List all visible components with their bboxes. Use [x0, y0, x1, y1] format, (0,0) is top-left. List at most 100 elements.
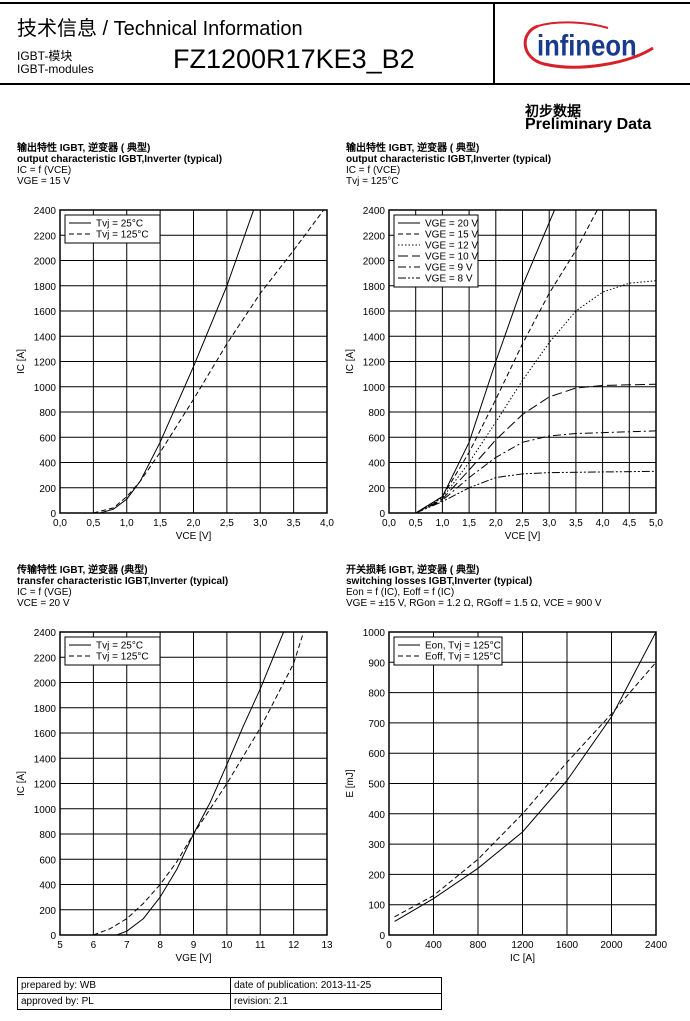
y-tick-label: 1200 [363, 358, 386, 369]
legend-label: VGE = 20 V [425, 219, 478, 230]
y-tick-label: 1400 [34, 332, 57, 343]
part-number: FZ1200R17KE3_B2 [173, 44, 415, 74]
x-tick-label: 0,5 [86, 518, 100, 529]
y-tick-label: 2400 [34, 628, 57, 639]
chart-title-cn: 输出特性 IGBT, 逆变器 ( 典型) [346, 143, 480, 154]
x-tick-label: 1200 [511, 940, 534, 951]
series-line [99, 210, 255, 513]
x-tick-label: 800 [470, 940, 487, 951]
y-tick-label: 400 [368, 810, 385, 821]
preliminary-cn: 初步数据 [525, 103, 581, 119]
x-tick-label: 7 [124, 940, 130, 951]
y-tick-label: 300 [368, 840, 385, 851]
y-tick-label: 2000 [34, 679, 57, 690]
plot-frame [59, 209, 328, 514]
infineon-logo: infineon [518, 18, 658, 70]
y-tick-label: 1600 [34, 729, 57, 740]
y-axis-label: IC [A] [345, 349, 356, 374]
footer-table: prepared by: WB date of publication: 201… [17, 977, 442, 1010]
x-tick-label: 1,5 [153, 518, 167, 529]
chart-title-cn: 开关损耗 IGBT, 逆变器 ( 典型) [346, 565, 480, 576]
y-tick-label: 2200 [363, 231, 386, 242]
series-line [93, 632, 305, 935]
y-tick-label: 600 [368, 749, 385, 760]
y-tick-label: 200 [368, 484, 385, 495]
series-line [93, 210, 325, 513]
footer-row: prepared by: WB date of publication: 201… [18, 978, 441, 993]
x-tick-label: 0,0 [382, 518, 396, 529]
y-tick-label: 0 [50, 509, 56, 520]
legend-label: Tvj = 125°C [96, 230, 149, 241]
y-tick-label: 2200 [34, 653, 57, 664]
x-axis-label: VCE [V] [505, 531, 541, 542]
y-tick-label: 1000 [363, 628, 386, 639]
prepared-by: prepared by: WB [18, 978, 231, 993]
y-tick-label: 2000 [363, 257, 386, 268]
x-tick-label: 4,0 [596, 518, 610, 529]
x-tick-label: 3,5 [287, 518, 301, 529]
legend-box [393, 214, 479, 288]
y-tick-label: 400 [39, 881, 56, 892]
legend-label: VGE = 8 V [425, 274, 473, 285]
y-tick-label: 600 [368, 433, 385, 444]
y-tick-label: 1200 [34, 780, 57, 791]
legend-label: VGE = 15 V [425, 230, 478, 241]
x-tick-label: 4,5 [622, 518, 636, 529]
preliminary-en: Preliminary Data [525, 116, 652, 133]
x-tick-label: 5,0 [649, 518, 663, 529]
y-tick-label: 800 [39, 830, 56, 841]
logo-text: infineon [537, 29, 637, 62]
y-tick-label: 1800 [34, 704, 57, 715]
y-tick-label: 1600 [34, 307, 57, 318]
legend-label: VGE = 12 V [425, 241, 478, 252]
chart-title-en: output characteristic IGBT,Inverter (typ… [17, 154, 223, 165]
y-tick-label: 1800 [34, 282, 57, 293]
chart-title-cn: 传输特性 IGBT, 逆变器 (典型) [17, 565, 148, 576]
y-tick-label: 900 [368, 658, 385, 669]
series-line [415, 383, 656, 513]
x-tick-label: 10 [221, 940, 233, 951]
y-tick-label: 500 [368, 780, 385, 791]
y-tick-label: 700 [368, 719, 385, 730]
x-tick-label: 5 [57, 940, 63, 951]
series-line [394, 661, 656, 918]
x-tick-label: 1,0 [435, 518, 449, 529]
y-tick-label: 0 [50, 931, 56, 942]
legend-label: Tvj = 25°C [96, 641, 143, 652]
y-axis-label: IC [A] [16, 349, 27, 374]
y-tick-label: 2000 [34, 257, 57, 268]
x-tick-label: 2,5 [220, 518, 234, 529]
x-tick-label: 2000 [600, 940, 623, 951]
y-tick-label: 2400 [34, 206, 57, 217]
x-tick-label: 3,5 [569, 518, 583, 529]
y-tick-label: 800 [368, 408, 385, 419]
x-tick-label: 1,5 [462, 518, 476, 529]
revision: revision: 2.1 [234, 996, 288, 1007]
y-tick-label: 800 [368, 689, 385, 700]
y-tick-label: 1200 [34, 358, 57, 369]
x-tick-label: 6 [91, 940, 97, 951]
chart-title-cn: 输出特性 IGBT, 逆变器 ( 典型) [17, 143, 151, 154]
y-tick-label: 1400 [34, 754, 57, 765]
x-tick-label: 2,0 [489, 518, 503, 529]
legend-box [393, 636, 503, 666]
x-tick-label: 400 [425, 940, 442, 951]
publication-date: date of publication: 2013-11-25 [234, 980, 372, 991]
legend-label: Eon, Tvj = 125°C [425, 641, 501, 652]
y-tick-label: 1800 [363, 282, 386, 293]
chart-param: VGE = 15 V [17, 176, 71, 187]
x-tick-label: 2400 [645, 940, 668, 951]
footer-row: approved by: PL revision: 2.1 [18, 993, 441, 1009]
y-tick-label: 1000 [34, 383, 57, 394]
chart-param: Tvj = 125°C [346, 176, 399, 187]
x-tick-label: 3,0 [542, 518, 556, 529]
x-tick-label: 11 [255, 940, 266, 951]
x-tick-label: 3,0 [253, 518, 267, 529]
series-line [415, 430, 656, 513]
legend-label: Tvj = 25°C [96, 219, 143, 230]
chart-caption: 开关损耗 IGBT, 逆变器 ( 典型) switching losses IGB… [346, 565, 602, 609]
y-tick-label: 1000 [34, 805, 57, 816]
x-tick-label: 1,0 [120, 518, 134, 529]
series-line [415, 470, 656, 513]
